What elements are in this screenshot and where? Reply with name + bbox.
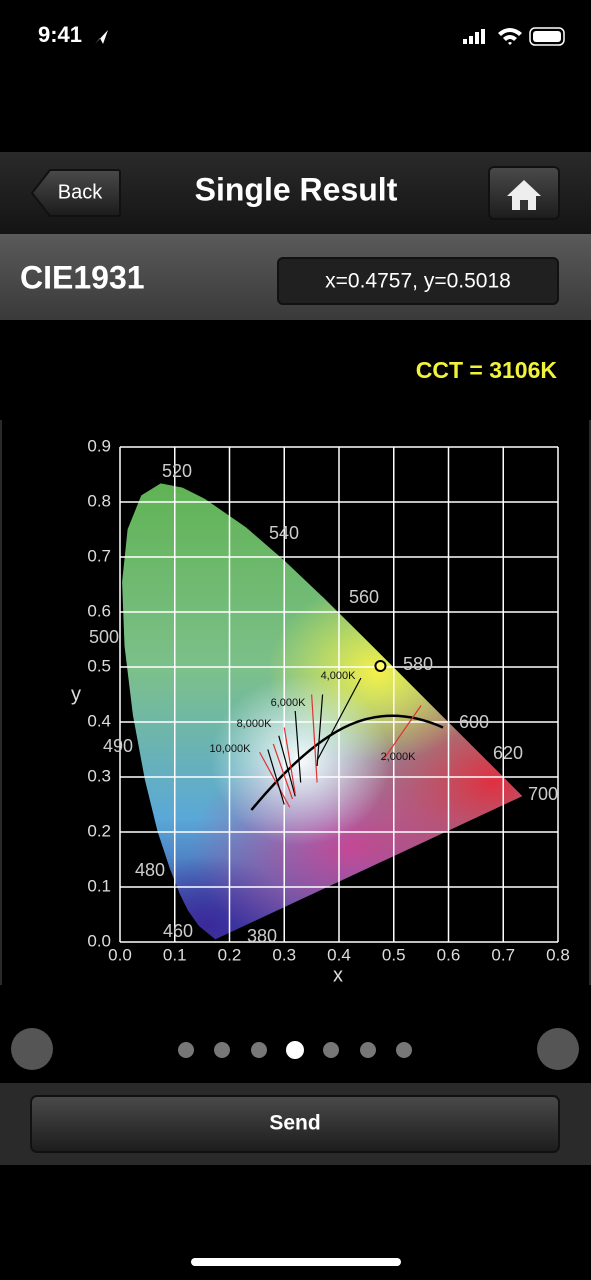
page-dots [178, 1041, 412, 1059]
isotherm [382, 705, 422, 761]
isotherm [283, 727, 296, 794]
cct-label: 2,000K [381, 751, 417, 763]
y-tick-label: 0.1 [87, 876, 111, 895]
y-axis-label: y [71, 683, 81, 705]
coords-text: x=0.4757, y=0.5018 [325, 270, 511, 293]
next-page[interactable] [537, 1028, 579, 1070]
cct-label: 10,000K [210, 743, 252, 755]
battery-icon [529, 27, 565, 46]
nav-title: Single Result [195, 171, 398, 207]
isotherm [278, 735, 296, 797]
wavelength-label: 700 [528, 784, 558, 804]
y-tick-label: 0.5 [87, 656, 111, 675]
location-icon [95, 30, 108, 44]
x-axis-label: x [333, 964, 343, 986]
y-tick-label: 0.9 [87, 436, 111, 455]
wavelength-label: 580 [403, 654, 433, 674]
back-label[interactable]: Back [58, 181, 103, 203]
cct-text: CCT = 3106K [416, 357, 558, 383]
x-tick-label: 0.7 [491, 945, 515, 964]
isotherm [272, 743, 294, 800]
status-time: 9:41 [38, 22, 82, 47]
wifi-icon [498, 28, 522, 45]
y-tick-label: 0.7 [87, 546, 111, 565]
back-button[interactable] [30, 169, 121, 217]
isotherm [311, 694, 318, 783]
y-tick-label: 0.3 [87, 766, 111, 785]
cct-label: 6,000K [271, 697, 307, 709]
x-tick-label: 0.4 [327, 945, 351, 964]
y-tick-label: 0.0 [87, 931, 111, 950]
wavelength-label: 600 [459, 712, 489, 732]
measured-point [374, 660, 387, 673]
wavelength-label: 460 [163, 921, 193, 941]
x-tick-label: 0.1 [163, 945, 187, 964]
wavelength-label: 480 [135, 860, 165, 880]
wavelength-label: 490 [103, 736, 133, 756]
x-tick-label: 0.0 [108, 945, 132, 964]
home-door [520, 200, 528, 210]
isotherm [294, 710, 302, 783]
cie-chart: 0.0 0.1 0.2 0.3 0.4 0.5 0.6 0.7 0.8 0.0 0.1 0.2 0.3 0… [71, 436, 570, 986]
x-tick-label: 0.3 [272, 945, 296, 964]
y-tick-label: 0.4 [87, 711, 111, 730]
x-tick-label: 0.6 [437, 945, 461, 964]
x-tick-label: 0.5 [382, 945, 406, 964]
isotherm [316, 677, 362, 761]
prev-page[interactable] [11, 1028, 53, 1070]
isotherm [316, 694, 324, 767]
y-tick-label: 0.2 [87, 821, 111, 840]
planckian-locus [250, 714, 444, 811]
wavelength-label: 380 [247, 926, 277, 946]
wavelength-label: 620 [493, 743, 523, 763]
y-tick-label: 0.8 [87, 491, 111, 510]
x-tick-label: 0.2 [218, 945, 242, 964]
cct-label: 4,000K [321, 670, 357, 682]
send-button[interactable] [30, 1095, 560, 1153]
home-icon[interactable] [507, 180, 541, 210]
isotherm [267, 749, 285, 805]
wavelength-label: 560 [349, 587, 379, 607]
header-label: CIE1931 [20, 259, 145, 295]
isotherm [259, 751, 291, 808]
coords-box [277, 257, 559, 305]
x-tick-label: 0.8 [546, 945, 570, 964]
signal-icon [463, 29, 485, 44]
wavelength-label: 500 [89, 627, 119, 647]
cct-label: 8,000K [237, 718, 273, 730]
home-indicator [191, 1258, 401, 1266]
y-tick-label: 0.6 [87, 601, 111, 620]
battery-level [533, 31, 561, 42]
wavelength-label: 520 [162, 461, 192, 481]
wavelength-label: 540 [269, 523, 299, 543]
send-label[interactable]: Send [269, 1112, 320, 1135]
